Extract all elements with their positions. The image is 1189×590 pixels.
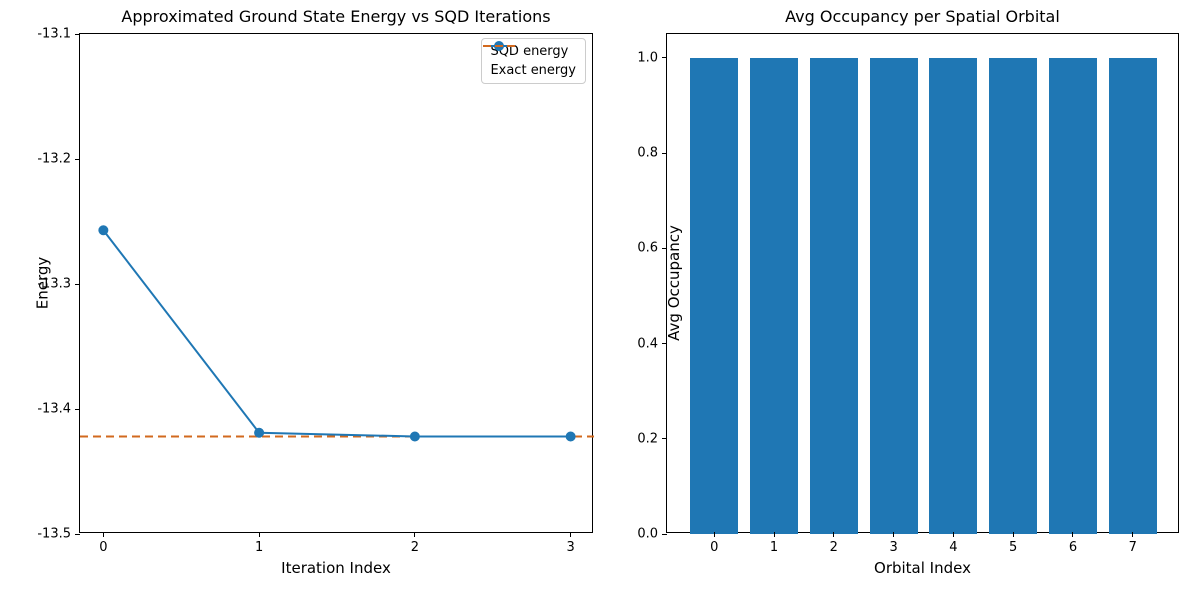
y-tick-label: 0.6 [637,240,658,256]
y-tick-label: -13.4 [37,401,71,417]
x-tick-mark [713,532,715,537]
occupancy-bar [750,57,798,534]
x-tick-mark [773,532,775,537]
x-tick-label: 7 [1128,540,1137,555]
x-tick-mark [570,532,572,537]
y-tick-mark [75,408,80,410]
x-tick-label: 0 [99,540,108,555]
x-tick-label: 1 [254,540,264,555]
y-tick-label: -13.1 [37,26,71,42]
x-tick-mark [952,532,954,537]
sqd-energy-data-point [98,225,109,236]
x-tick-label: 2 [829,540,838,555]
occupancy-bar [869,57,918,534]
x-tick-mark [893,532,895,537]
energy-plot-xlabel: Iteration Index [281,559,391,577]
sqd-energy-line [102,229,571,438]
x-tick-mark [833,532,835,537]
y-tick-label: 0.0 [637,526,658,542]
x-tick-label: 3 [889,540,898,555]
y-tick-label: 1.0 [637,50,658,66]
sqd-energy-data-point [254,427,265,438]
x-tick-mark [1012,532,1014,537]
occupancy-bar [1049,57,1097,534]
y-tick-label: -13.2 [37,151,71,167]
y-tick-label: -13.3 [37,276,71,292]
y-tick-mark [662,438,667,440]
x-tick-mark [414,532,416,537]
y-tick-mark [75,158,80,160]
occupancy-plot-ylabel: Avg Occupancy [664,225,683,341]
y-tick-label: -13.5 [37,526,71,542]
occupancy-plot-title: Avg Occupancy per Spatial Orbital [785,7,1060,26]
x-tick-mark [1132,532,1134,537]
y-tick-mark [75,33,80,35]
energy-convergence-plot: Approximated Ground State Energy vs SQD … [33,7,594,577]
exact-energy-dash-swatch-icon [483,45,516,47]
occupancy-bar [929,57,978,534]
occupancy-bar [1108,57,1157,534]
y-tick-mark [75,283,80,285]
occupancy-bar [989,57,1038,534]
x-tick-label: 2 [410,540,420,555]
x-tick-label: 5 [1009,540,1018,555]
legend-label-sqd-energy: SQD energy [490,44,569,59]
y-tick-mark [662,152,667,154]
x-tick-mark [258,532,260,537]
sqd-energy-data-point [409,431,420,442]
y-tick-mark [662,247,667,249]
x-tick-label: 1 [769,540,779,555]
y-tick-label: 0.4 [637,336,658,352]
x-tick-label: 0 [710,540,719,555]
x-tick-label: 4 [949,540,958,555]
legend-entry-exact-energy: Exact energy [483,45,576,78]
y-tick-mark [662,533,667,535]
y-tick-mark [75,533,80,535]
y-tick-mark [662,57,667,59]
x-tick-label: 3 [566,540,575,555]
occupancy-plot-xlabel: Orbital Index [874,559,971,577]
sqd-energy-data-point [565,431,576,442]
x-tick-mark [102,532,104,537]
occupancy-bar [809,57,858,534]
y-tick-label: 0.2 [637,431,658,447]
x-tick-mark [1072,532,1074,537]
energy-plot-title: Approximated Ground State Energy vs SQD … [121,7,551,26]
occupancy-bar-chart: Avg Occupancy per Spatial Orbital Orbita… [637,7,1179,577]
y-tick-mark [662,343,667,345]
x-tick-label: 6 [1068,540,1078,555]
legend-label-exact-energy: Exact energy [490,63,576,78]
occupancy-bar [690,57,739,534]
y-tick-label: 0.8 [637,145,658,161]
energy-plot-area [80,225,594,442]
legend: SQD energy Exact energy [481,38,586,84]
